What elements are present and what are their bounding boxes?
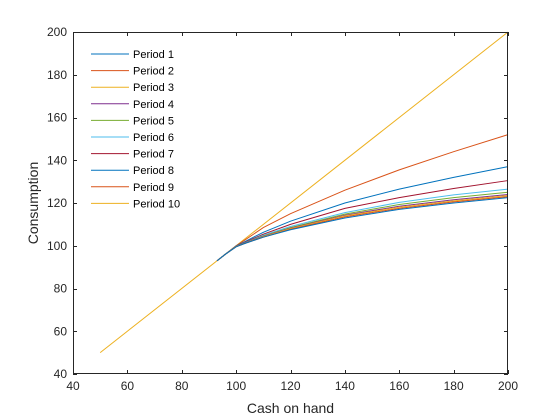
legend-label-period-7: Period 7 (133, 149, 174, 161)
legend-label-period-9: Period 9 (133, 182, 174, 194)
y-axis-title: Consumption (25, 162, 41, 245)
legend-label-period-8: Period 8 (133, 165, 174, 177)
y-tick-label: 200 (47, 25, 67, 39)
axes-layer: 40 60 80 100 120 140 160 180 200 40 60 80 100 120 140 1… (47, 25, 518, 393)
y-tick-label: 100 (47, 239, 67, 253)
y-tick-label: 40 (54, 367, 68, 381)
x-tick-label: 160 (389, 379, 409, 393)
x-tick-label: 100 (226, 379, 246, 393)
series-line-period-1 (216, 197, 509, 262)
series-line-period-10 (99, 31, 509, 354)
x-tick-label: 180 (444, 379, 464, 393)
y-tick-label: 140 (47, 153, 67, 167)
x-tick-label: 120 (280, 379, 300, 393)
legend-label-period-3: Period 3 (133, 82, 174, 94)
legend-label-period-2: Period 2 (133, 66, 174, 78)
y-tick-label: 120 (47, 196, 67, 210)
legend-label-period-6: Period 6 (133, 132, 174, 144)
x-tick-label: 60 (121, 379, 135, 393)
y-tick-label: 60 (54, 324, 68, 338)
legend-label-period-5: Period 5 (133, 115, 174, 127)
x-tick-label: 140 (335, 379, 355, 393)
legend-label-period-10: Period 10 (133, 198, 180, 210)
series-layer (99, 31, 509, 354)
x-axis-title: Cash on hand (247, 400, 334, 416)
x-tick-label: 80 (175, 379, 189, 393)
legend-label-period-4: Period 4 (133, 99, 174, 111)
x-tick-label: 40 (66, 379, 80, 393)
legend-label-period-1: Period 1 (133, 49, 174, 61)
legend: Period 1 Period 2 Period 3 Period 4 Period 5… (91, 49, 180, 210)
y-tick-label: 80 (54, 282, 68, 296)
y-tick-label: 180 (47, 68, 67, 82)
y-tick-label: 160 (47, 111, 67, 125)
x-tick-label: 200 (498, 379, 518, 393)
